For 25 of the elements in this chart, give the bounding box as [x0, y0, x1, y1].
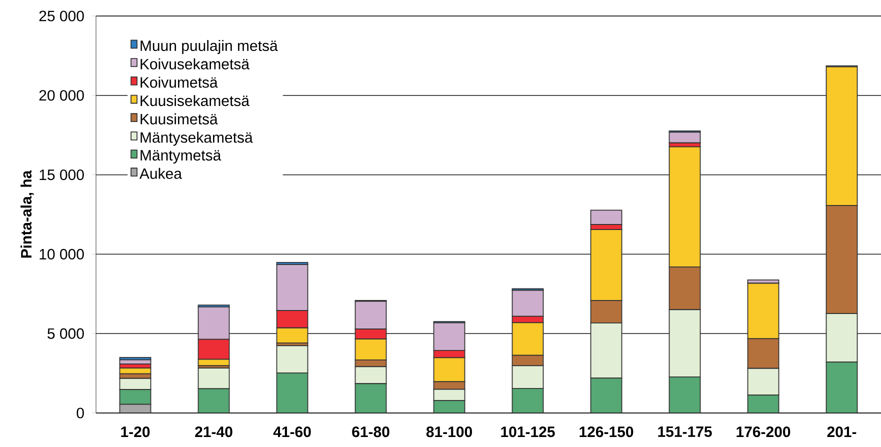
- y-axis-title: Pinta-ala, ha: [20, 170, 34, 258]
- x-tick-label: 21-40: [195, 426, 232, 438]
- x-tick-label: 61-80: [352, 426, 390, 438]
- y-tick-label: 25 000: [39, 10, 84, 22]
- y-tick-label: 20 000: [39, 90, 84, 101]
- y-tick-label: 0: [76, 408, 84, 418]
- x-tick-label: 176-200: [736, 426, 790, 438]
- legend-label: Koivumetsä: [140, 76, 218, 88]
- legend-label: Kuusimetsä: [140, 113, 218, 124]
- legend-label: Kuusisekametsä: [140, 95, 250, 106]
- x-tick-label: 101-125: [501, 426, 555, 438]
- y-tick-label: 15 000: [40, 169, 84, 180]
- y-tick-label: 5 000: [48, 328, 84, 339]
- legend-label: Aukea: [139, 168, 182, 179]
- x-tick-label: 81-100: [426, 426, 472, 438]
- y-tick-label: 10 000: [40, 248, 84, 260]
- x-tick-label: 151-175: [658, 426, 712, 437]
- legend-label: Koivusekametsä: [140, 58, 250, 70]
- legend-label: Mäntymetsä: [140, 150, 222, 164]
- x-tick-label: 201-: [827, 426, 856, 438]
- x-tick-label: 1-20: [121, 426, 150, 438]
- legend-label: Mäntysekametsä: [140, 132, 253, 146]
- x-tick-label: 126-150: [580, 426, 634, 438]
- x-tick-label: 41-60: [273, 426, 311, 438]
- legend-label: Muun puulajin metsä: [140, 40, 278, 54]
